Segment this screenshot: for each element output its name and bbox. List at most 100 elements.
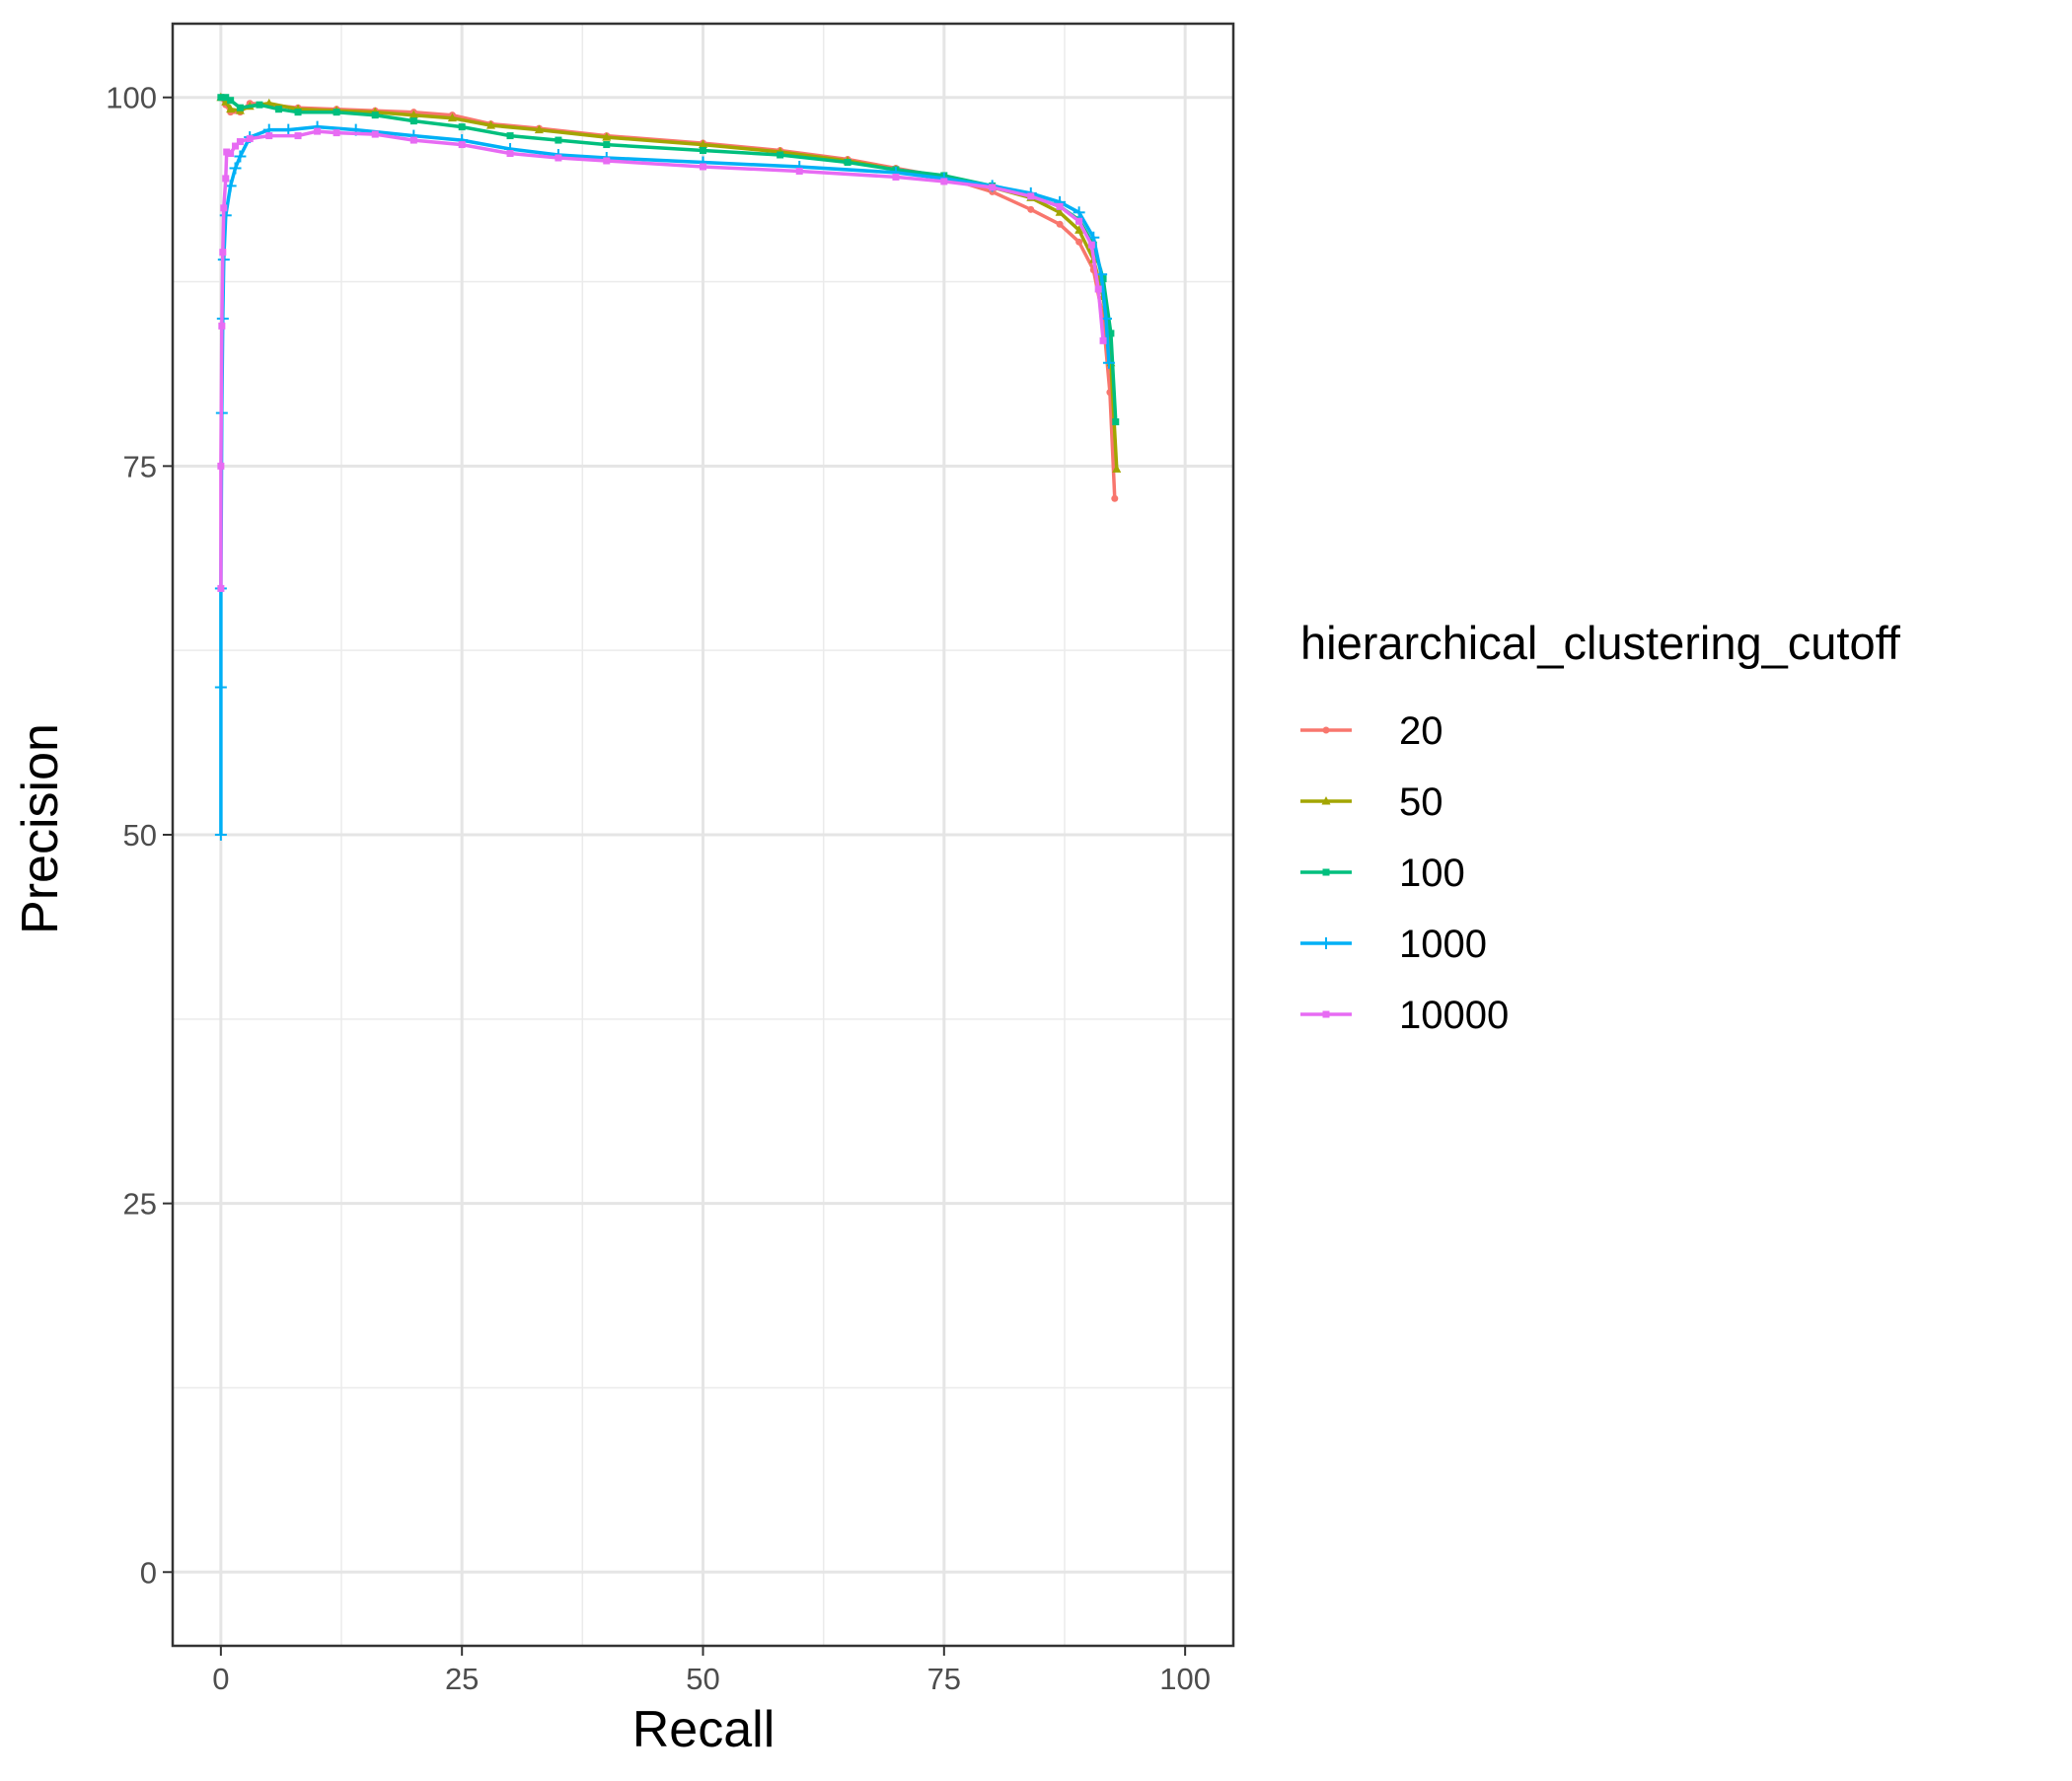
data-point-10000: [1087, 241, 1095, 249]
data-point-20: [1111, 494, 1119, 502]
series-line-10000: [219, 129, 1105, 589]
data-point-10000: [892, 173, 900, 181]
data-point-50: [447, 112, 457, 122]
data-point-100: [458, 123, 466, 131]
data-point-10000: [506, 150, 514, 158]
y-tick-label: 100: [106, 81, 157, 115]
data-point-100: [222, 94, 230, 102]
data-point-10000: [1099, 336, 1107, 344]
data-point-1000: [214, 829, 227, 841]
data-point-100: [506, 132, 514, 140]
data-point-10000: [1075, 217, 1083, 225]
legend-key-marker: [1322, 868, 1330, 876]
data-point-10000: [232, 142, 240, 150]
data-point-100: [371, 111, 379, 119]
data-point-50: [602, 132, 612, 141]
data-point-10000: [236, 138, 244, 146]
legend-label: 20: [1399, 709, 1443, 753]
data-point-10000: [220, 204, 228, 212]
data-point-100: [256, 101, 263, 109]
data-point-10000: [795, 167, 803, 175]
data-point-10000: [700, 163, 706, 171]
data-point-10000: [555, 154, 562, 162]
data-point-10000: [219, 249, 227, 257]
data-point-20: [1075, 238, 1083, 246]
data-point-50: [226, 104, 236, 113]
legend-label: 100: [1399, 852, 1465, 895]
y-tick-label: 75: [123, 449, 157, 483]
data-point-100: [275, 106, 282, 113]
y-tick-label: 25: [123, 1187, 157, 1222]
legend-key-marker: [1320, 937, 1332, 949]
data-point-50: [1074, 225, 1084, 234]
legend-item-20: 20: [1300, 709, 1443, 753]
data-point-10000: [371, 130, 379, 138]
data-point-10000: [1056, 202, 1064, 210]
data-point-100: [700, 147, 706, 155]
data-point-100: [294, 109, 302, 116]
data-point-10000: [227, 150, 235, 158]
legend-key-marker: [1321, 796, 1331, 805]
data-point-100: [777, 151, 784, 159]
legend-title: hierarchical_clustering_cutoff: [1300, 617, 1901, 669]
data-point-20: [1056, 220, 1064, 228]
x-tick-label: 100: [1159, 1662, 1211, 1696]
data-point-1000: [282, 123, 295, 136]
legend-item-100: 100: [1300, 852, 1465, 895]
data-point-10000: [1094, 285, 1102, 293]
x-tick-label: 0: [212, 1662, 229, 1696]
x-tick-label: 25: [445, 1662, 479, 1696]
x-tick-label: 50: [686, 1662, 719, 1696]
data-point-50: [699, 139, 707, 149]
data-point-100: [227, 97, 235, 105]
data-point-10000: [218, 322, 226, 330]
plot-border: [171, 22, 1235, 1648]
legend-label: 1000: [1399, 923, 1487, 966]
data-point-10000: [265, 132, 273, 140]
legend-item-10000: 10000: [1300, 994, 1509, 1037]
data-point-1000: [214, 681, 227, 694]
x-axis-label: Recall: [632, 1701, 776, 1758]
data-point-100: [236, 104, 244, 111]
legend-label: 50: [1399, 780, 1443, 824]
data-point-100: [844, 158, 851, 166]
data-point-10000: [458, 141, 466, 149]
data-point-10000: [294, 132, 302, 140]
legend-label: 10000: [1399, 994, 1509, 1037]
data-point-10000: [314, 127, 322, 135]
legend-item-50: 50: [1300, 780, 1443, 824]
data-point-50: [264, 98, 274, 108]
y-tick-label: 0: [140, 1555, 157, 1590]
data-point-100: [217, 94, 225, 102]
data-point-1000: [1102, 356, 1115, 369]
legend-key-marker: [1322, 1010, 1330, 1018]
data-point-100: [1107, 330, 1115, 337]
legend-key-marker: [1322, 726, 1330, 734]
legend-item-1000: 1000: [1300, 923, 1487, 966]
data-point-10000: [603, 157, 611, 165]
data-point-10000: [223, 148, 231, 156]
data-point-10000: [222, 175, 230, 183]
data-point-20: [1027, 205, 1035, 213]
y-axis-label: Precision: [12, 723, 69, 934]
data-point-100: [603, 141, 611, 149]
data-point-10000: [246, 135, 254, 143]
data-point-1000: [234, 150, 247, 163]
data-point-10000: [940, 178, 948, 186]
data-point-10000: [333, 129, 340, 137]
data-point-100: [1112, 418, 1120, 426]
data-point-10000: [1027, 192, 1035, 200]
data-point-10000: [217, 584, 225, 592]
data-point-100: [333, 109, 340, 116]
data-point-100: [555, 136, 562, 144]
data-point-10000: [217, 462, 225, 470]
data-point-50: [1112, 464, 1122, 473]
data-point-10000: [409, 136, 417, 144]
data-point-100: [409, 117, 417, 125]
y-tick-label: 50: [123, 818, 157, 853]
data-point-50: [534, 124, 544, 134]
data-point-50: [486, 120, 495, 129]
data-point-1000: [229, 162, 242, 175]
